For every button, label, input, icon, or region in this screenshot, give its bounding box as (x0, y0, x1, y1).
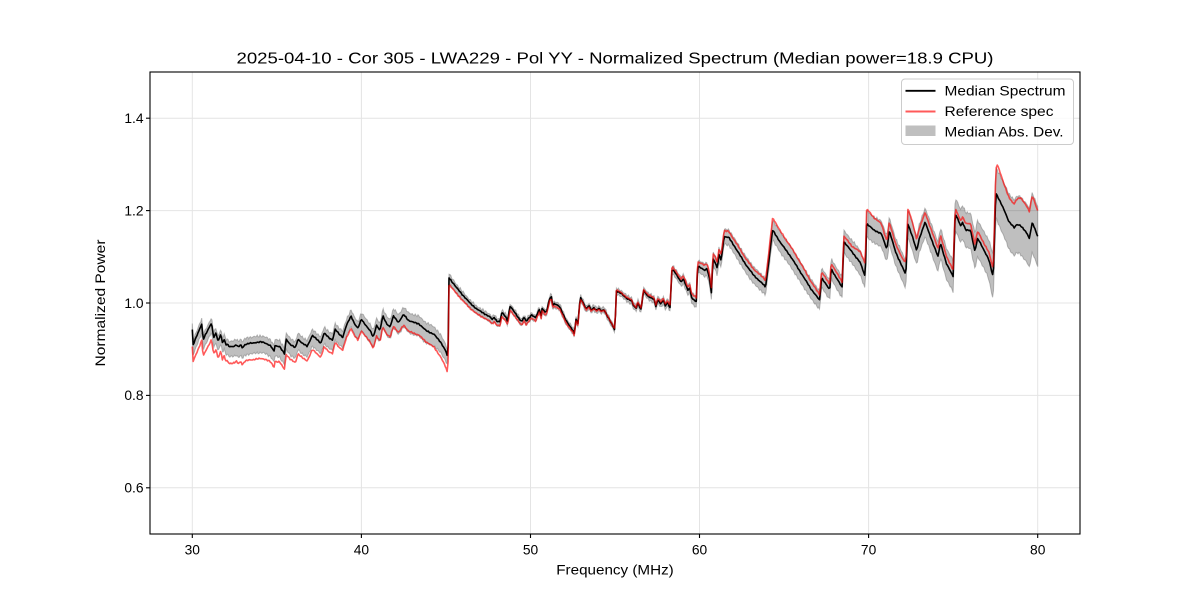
svg-text:60: 60 (692, 543, 708, 558)
svg-text:30: 30 (185, 543, 201, 558)
svg-text:0.8: 0.8 (124, 388, 144, 403)
svg-text:1.0: 1.0 (124, 296, 144, 311)
svg-text:0.6: 0.6 (124, 481, 144, 496)
svg-text:50: 50 (523, 543, 539, 558)
svg-text:80: 80 (1030, 543, 1046, 558)
svg-text:2025-04-10 - Cor 305 - LWA229: 2025-04-10 - Cor 305 - LWA229 - Pol YY -… (237, 51, 994, 68)
svg-text:Median Spectrum: Median Spectrum (945, 84, 1066, 99)
svg-text:1.2: 1.2 (124, 203, 143, 218)
svg-text:1.4: 1.4 (124, 111, 144, 126)
svg-text:40: 40 (354, 543, 370, 558)
svg-text:Frequency (MHz): Frequency (MHz) (556, 562, 674, 578)
svg-text:Median Abs. Dev.: Median Abs. Dev. (945, 125, 1064, 140)
svg-text:70: 70 (861, 543, 877, 558)
svg-text:Reference spec: Reference spec (945, 104, 1054, 119)
svg-text:Normalized Power: Normalized Power (92, 239, 108, 366)
